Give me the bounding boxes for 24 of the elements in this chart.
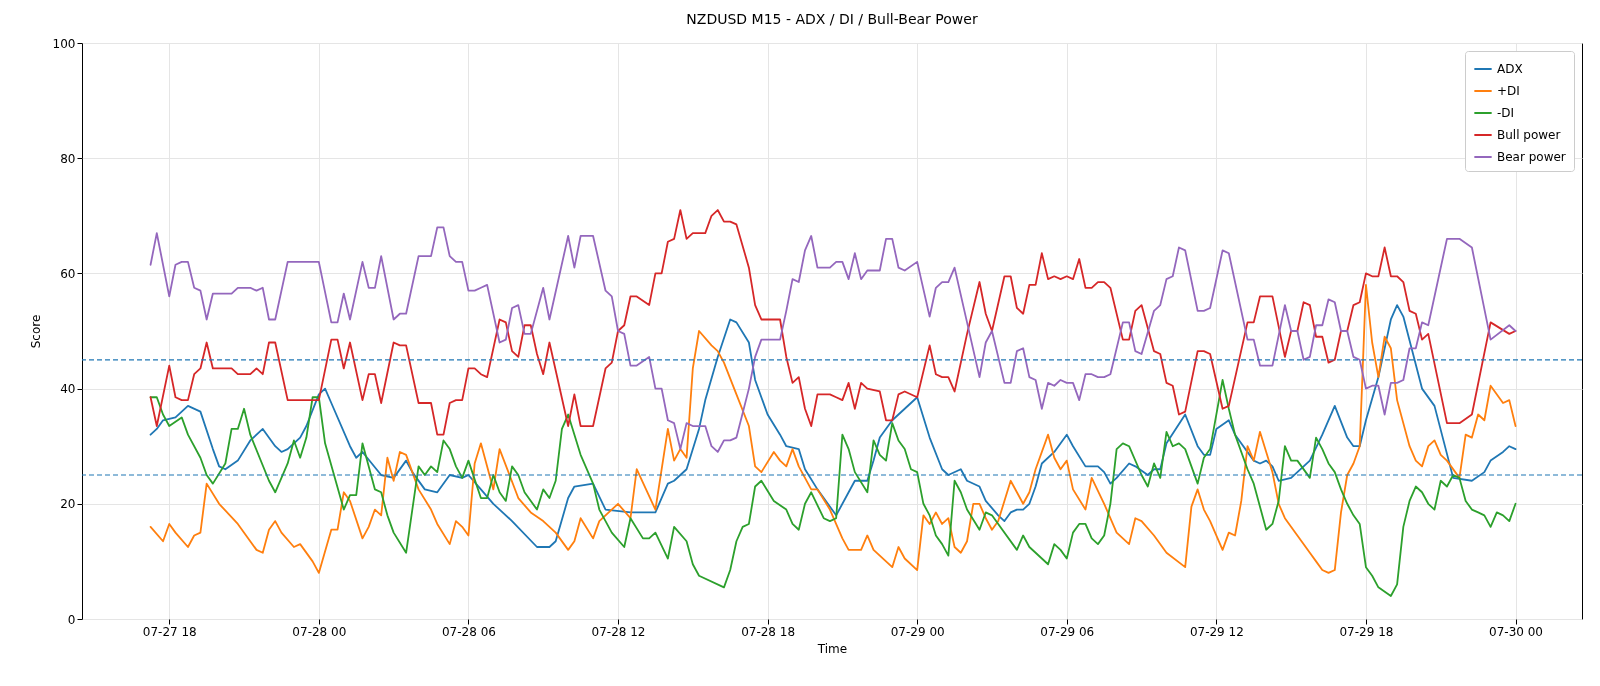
y-tick-label: 60: [60, 266, 76, 281]
y-tick-label: 40: [60, 382, 76, 397]
x-axis-title: Time: [816, 641, 848, 656]
y-tick-label: 100: [52, 36, 76, 51]
y-tick-label: 20: [60, 497, 76, 512]
legend-label: Bear power: [1497, 150, 1566, 164]
legend-label: Bull power: [1497, 128, 1561, 142]
x-tick-label: 07-28 18: [741, 624, 796, 639]
x-tick-label: 07-29 00: [890, 624, 945, 639]
legend-label: -DI: [1497, 106, 1515, 120]
x-tick-label: 07-28 12: [591, 624, 646, 639]
x-tick-label: 07-29 06: [1040, 624, 1095, 639]
y-tick-label: 80: [60, 151, 76, 166]
y-tick-label: 0: [67, 612, 76, 627]
x-tick-label: 07-28 00: [292, 624, 347, 639]
x-tick-label: 07-29 12: [1189, 624, 1244, 639]
x-tick-label: 07-29 18: [1339, 624, 1394, 639]
x-tick-label: 07-30 00: [1489, 624, 1543, 639]
chart-title: NZDUSD M15 - ADX / DI / Bull-Bear Power: [686, 11, 978, 27]
x-tick-label: 07-27 18: [142, 624, 197, 639]
x-tick-label: 07-28 06: [441, 624, 496, 639]
y-axis-title: Score: [28, 314, 43, 349]
legend-label: +DI: [1497, 84, 1520, 98]
legend-label: ADX: [1497, 62, 1523, 76]
